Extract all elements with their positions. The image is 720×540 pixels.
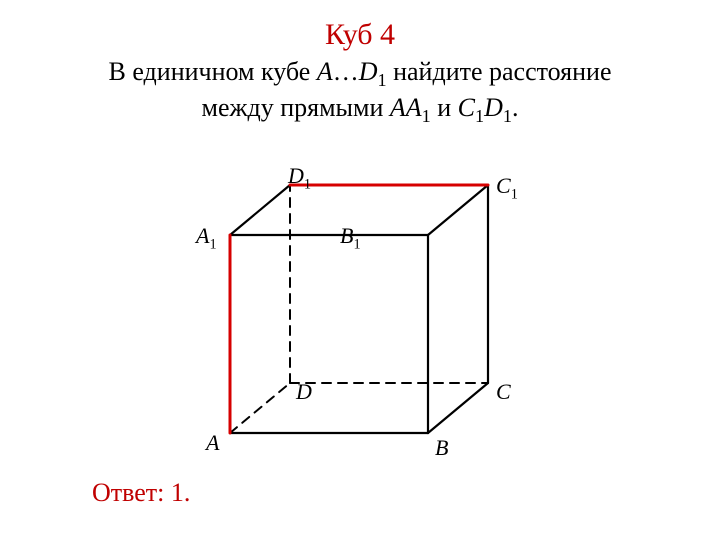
- problem-sub: 1: [422, 106, 431, 126]
- problem-text: В единичном кубе A…D1 найдите расстояние…: [0, 56, 720, 128]
- problem-fragment: и: [431, 93, 458, 122]
- answer-value: 1.: [171, 478, 191, 507]
- problem-var: A: [317, 57, 333, 86]
- vertex-label-C: C: [496, 379, 511, 405]
- slide-title: Куб 4: [0, 18, 720, 52]
- problem-sub: 1: [378, 70, 387, 90]
- answer-line: Ответ: 1.: [92, 478, 190, 508]
- answer-label: Ответ:: [92, 478, 164, 507]
- problem-fragment: .: [512, 93, 519, 122]
- problem-fragment: …: [333, 57, 359, 86]
- cube-figure: A B C D A1 B1 C1 D1: [180, 135, 540, 475]
- problem-var: D: [359, 57, 378, 86]
- vertex-label-C1: C1: [496, 173, 518, 203]
- vertex-label-D1: D1: [288, 163, 311, 193]
- problem-fragment: найдите расстояние: [387, 57, 612, 86]
- problem-fragment: В единичном кубе: [109, 57, 317, 86]
- problem-var: AA: [390, 93, 422, 122]
- problem-sub: 1: [475, 106, 484, 126]
- problem-fragment: между прямыми: [202, 93, 390, 122]
- vertex-label-A: A: [206, 430, 219, 456]
- vertex-label-D: D: [296, 379, 312, 405]
- vertex-label-B1: B1: [340, 223, 361, 253]
- problem-var: D: [484, 93, 503, 122]
- cube-svg: [180, 135, 540, 475]
- vertex-label-B: B: [435, 435, 448, 461]
- slide: Куб 4 В единичном кубе A…D1 найдите расс…: [0, 0, 720, 540]
- problem-var: C: [458, 93, 475, 122]
- problem-sub: 1: [503, 106, 512, 126]
- vertex-label-A1: A1: [196, 223, 217, 253]
